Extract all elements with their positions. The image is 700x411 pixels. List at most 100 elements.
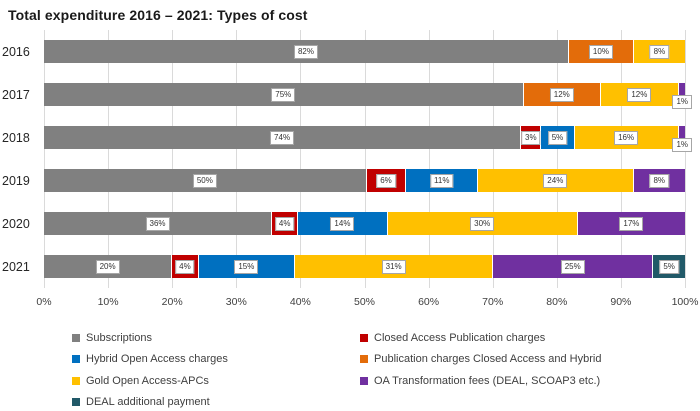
legend-item: Subscriptions [72,327,360,349]
legend-label: OA Transformation fees (DEAL, SCOAP3 etc… [374,374,601,387]
gridline [300,30,302,288]
gridline [556,30,558,288]
legend-item: Gold Open Access-APCs [72,370,360,392]
bar-data-label: 24% [543,173,568,188]
bar-segment: 20% [44,255,172,278]
bar-data-label: 10% [588,44,613,59]
y-axis-label: 2019 [2,173,30,188]
stacked-bar: 36% 4% 14% 30% 17% [44,212,685,235]
bar-segment: 8% [632,169,685,192]
gridline [620,30,622,288]
plot-area: 2016 82% 10% 8% 2017 75% 12% 12% 1% 2018 74% 3% 5% 16… [2,30,692,288]
bar-data-label: 17% [619,216,644,231]
bar-data-label: 82% [293,44,318,59]
bar-segment: 82% [44,40,568,63]
bar-data-label: 50% [192,173,217,188]
bar-data-label: 14% [330,216,355,231]
x-axis-tick-label: 70% [482,296,504,308]
bar-segment: 30% [386,212,577,235]
bar-segment [677,83,685,106]
x-axis-tick-label: 80% [546,296,568,308]
gridline [44,30,45,288]
bar-segment: 24% [477,169,633,192]
legend-label: Hybrid Open Access charges [86,353,228,366]
bar-segment: 10% [567,40,633,63]
bar-segment: 4% [171,255,198,278]
bar-data-label: 74% [270,130,295,145]
gridline [172,30,174,288]
gridlines [44,30,686,288]
bar-row: 2018 74% 3% 5% 16% 1% [2,116,692,159]
bar-data-label: 11% [430,173,454,188]
stacked-bar-chart: 2016 82% 10% 8% 2017 75% 12% 12% 1% 2018 74% 3% 5% 16… [0,30,700,314]
legend-label: DEAL additional payment [86,396,210,409]
bar-data-label: 31% [381,259,406,274]
legend-item: OA Transformation fees (DEAL, SCOAP3 etc… [360,370,601,392]
bar-segment: 14% [297,212,387,235]
legend-item: Closed Access Publication charges [360,327,601,349]
bar-segment: 75% [44,83,523,106]
x-axis-tick-label: 90% [610,296,632,308]
legend-column: Closed Access Publication charges Publica… [360,327,601,392]
bar-data-label: 1% [672,95,692,109]
legend-item: Publication charges Closed Access and Hy… [360,349,601,371]
bar-data-label: 75% [271,87,296,102]
stacked-bar: 82% 10% 8% [44,40,686,63]
bar-data-label: 20% [95,259,120,274]
bar-data-label: 8% [649,44,670,59]
bar-data-label: 12% [549,87,574,102]
legend-swatch [72,398,80,407]
bar-segment: 36% [44,212,272,235]
legend-swatch [72,355,80,364]
bar-data-label: 4% [175,259,195,274]
y-axis-label: 2020 [2,216,30,231]
bar-row: 2021 20% 4% 15% 31% 25% 5% [2,245,685,288]
legend-column: Subscriptions Hybrid Open Access charges G… [72,327,360,411]
legend-label: Gold Open Access-APCs [86,374,209,387]
bar-data-label: 15% [234,259,259,274]
bar-data-label: 5% [547,130,568,145]
bar-segment: 6% [365,169,406,192]
gridline [428,30,430,288]
bar-data-label: 1% [672,138,692,152]
bar-segment: 74% [44,126,521,149]
gridline [236,30,238,288]
x-axis-tick-label: 100% [671,296,699,308]
bar-row: 2016 82% 10% 8% [2,30,686,73]
legend: Subscriptions Hybrid Open Access charges G… [0,327,700,411]
legend-item: Hybrid Open Access charges [72,349,360,371]
y-axis-label: 2016 [2,44,30,59]
bar-row: 2020 36% 4% 14% 30% 17% [2,202,685,245]
y-axis-label: 2017 [2,87,30,102]
gridline [492,30,494,288]
y-axis-label: 2018 [2,130,30,145]
bar-segment: 5% [540,126,574,149]
stacked-bar: 75% 12% 12% 1% [44,83,692,109]
x-axis-tick-label: 20% [161,296,183,308]
bar-data-label: 12% [627,87,652,102]
bar-segment: 31% [294,255,493,278]
stacked-bar: 20% 4% 15% 31% 25% 5% [44,255,685,278]
legend-swatch [72,333,80,342]
gridline [364,30,366,288]
legend-swatch [72,376,80,385]
x-axis-tick-label: 40% [289,296,311,308]
stacked-bar: 74% 3% 5% 16% 1% [44,126,692,152]
chart-title: Total expenditure 2016 – 2021: Types of … [8,7,308,23]
bar-segment: 17% [576,212,685,235]
legend-item: DEAL additional payment [72,392,360,411]
x-axis: 0% 10% 20% 30% 40% 50% 60% 70% 80% 90% 100% [36,294,698,314]
bar-data-label: 8% [649,173,670,188]
x-axis-tick-label: 10% [97,296,119,308]
gridline [108,30,110,288]
bar-data-label: 3% [521,130,541,145]
gridline [685,30,686,288]
bar-segment: 4% [271,212,298,235]
stacked-bar: 50% 6% 11% 24% 8% [44,169,685,192]
bar-segment: 11% [405,169,478,192]
bar-data-label: 5% [659,259,679,274]
bar-data-label: 25% [560,259,585,274]
legend-label: Closed Access Publication charges [374,331,546,344]
bar-segment: 12% [600,83,678,106]
bar-data-label: 4% [274,216,295,231]
